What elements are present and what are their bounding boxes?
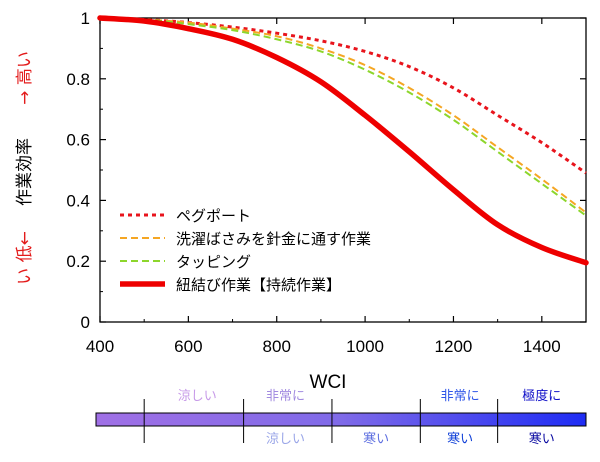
- wci-band-label-7: 極度に: [522, 388, 561, 404]
- wci-band-label-3: 涼しい: [266, 432, 305, 447]
- y-tick-label: 1: [81, 9, 90, 28]
- series-line-3: [99, 17, 587, 217]
- y-axis-title: い 低← 作業効率 → 高い: [15, 51, 35, 285]
- wci-band-label-8: 寒い: [529, 431, 555, 447]
- wci-band-label-5: 非常に: [441, 389, 480, 404]
- wci-band-label-1: 涼しい: [178, 389, 217, 404]
- legend-label-3: タッピング: [176, 253, 251, 271]
- y-axis-high-label: → 高い: [15, 51, 35, 105]
- legend-label-2: 洗濯ばさみを針金に通す作業: [176, 230, 371, 248]
- x-tick-label: 800: [263, 337, 291, 356]
- wci-band-bar: [95, 412, 587, 427]
- x-tick-label: 1000: [346, 337, 384, 356]
- y-tick-label: 0.6: [66, 131, 90, 150]
- plot-border: [99, 17, 587, 323]
- y-tick-label: 0.2: [66, 252, 90, 271]
- y-tick-label: 0.8: [66, 70, 90, 89]
- x-tick-label: 600: [174, 337, 202, 356]
- y-axis-main-label: 作業効率: [15, 138, 35, 206]
- series-line-1: [99, 16, 587, 175]
- wci-band-label-6: 寒い: [447, 431, 473, 447]
- y-tick-label: 0: [81, 313, 90, 332]
- x-tick-label: 1200: [435, 337, 473, 356]
- series-line-2: [99, 17, 587, 214]
- x-axis-title: WCI: [310, 372, 347, 393]
- axis-ticks: 400 600 800 1000 1200 1400 0 0.2 0.4 0.6 0.8 1: [66, 9, 586, 356]
- wci-band-label-2: 非常に: [266, 389, 305, 404]
- x-tick-label: 400: [86, 337, 114, 356]
- series-lines: [97, 15, 589, 266]
- wci-band-label-4: 寒い: [363, 431, 389, 447]
- legend-label-1: ペグポート: [176, 207, 251, 225]
- legend-label-4: 紐結び作業【持続作業】: [176, 276, 341, 294]
- y-axis-low-label: い 低←: [15, 231, 35, 285]
- x-tick-label: 1400: [523, 337, 561, 356]
- series-line-4: [97, 15, 589, 266]
- y-tick-label: 0.4: [66, 191, 90, 210]
- plot-frame: [99, 17, 587, 323]
